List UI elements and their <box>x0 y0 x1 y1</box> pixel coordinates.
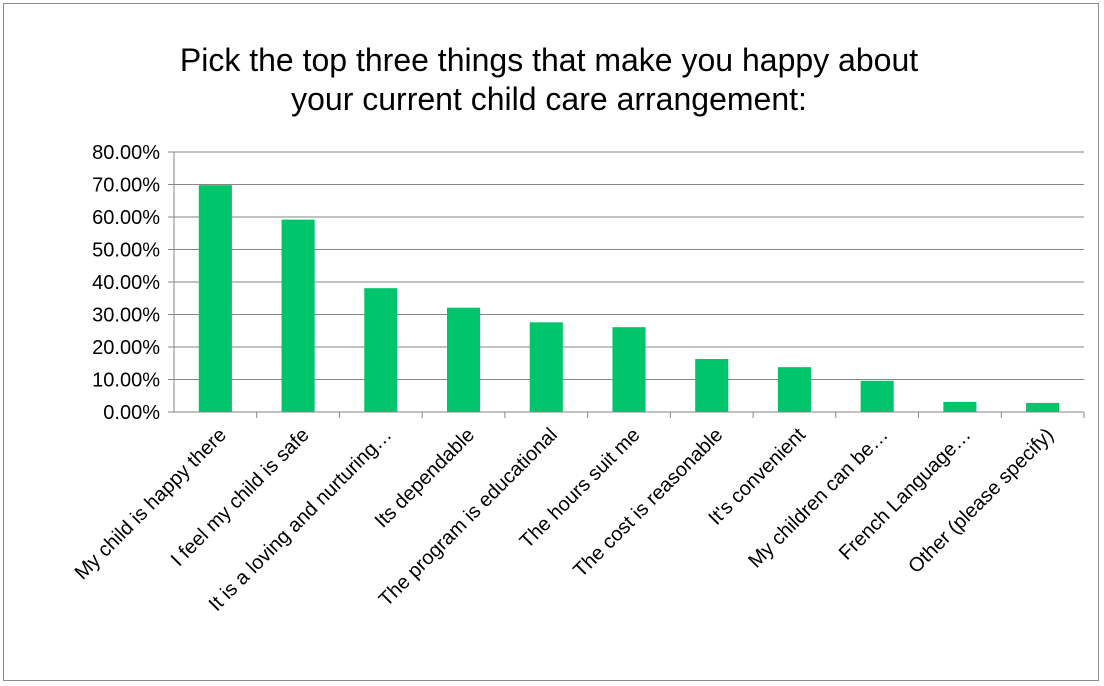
gridlines <box>174 151 1084 380</box>
bar <box>943 401 977 412</box>
x-category-label: I feel my child is safe <box>167 424 314 571</box>
x-category-label: My children can be… <box>744 424 892 572</box>
x-category-label: The cost is reasonable <box>569 424 727 582</box>
x-category-label: It is a loving and nurturing… <box>205 424 397 616</box>
y-tick-label: 40.00% <box>92 272 160 294</box>
y-tick-label: 80.00% <box>92 142 160 164</box>
bar <box>1026 402 1060 412</box>
y-tick-label: 30.00% <box>92 305 160 327</box>
chart-title: Pick the top three things that make you … <box>180 42 918 117</box>
y-tick-label: 50.00% <box>92 240 160 262</box>
bar <box>695 359 729 412</box>
bar <box>529 322 563 412</box>
y-tick-label: 20.00% <box>92 337 160 359</box>
x-category-label: Other (please specify) <box>904 424 1058 578</box>
bar <box>612 327 646 412</box>
bar-chart: Pick the top three things that make you … <box>71 42 1085 616</box>
bar <box>777 367 811 412</box>
y-tick-label: 70.00% <box>92 175 160 197</box>
bar <box>447 307 481 412</box>
bar <box>281 219 315 412</box>
y-axis-tick-labels: 0.00% 10.00% 20.00% 30.00% 40.00% 50.00% 60.00… <box>92 142 160 424</box>
x-category-label: The program is educational <box>375 424 562 611</box>
bar <box>860 380 894 412</box>
chart-frame: Pick the top three things that make you … <box>3 3 1099 681</box>
x-category-label: My child is happy there <box>71 424 231 584</box>
y-tick-label: 10.00% <box>92 370 160 392</box>
y-tick-label: 0.00% <box>103 402 160 424</box>
bar <box>364 288 398 412</box>
chart-title-line-1: Pick the top three things that make you … <box>180 42 918 78</box>
bars <box>198 185 1060 412</box>
bar <box>198 185 232 412</box>
axes <box>168 151 1085 418</box>
chart-title-line-2: your current child care arrangement: <box>291 81 807 117</box>
y-tick-label: 60.00% <box>92 207 160 229</box>
